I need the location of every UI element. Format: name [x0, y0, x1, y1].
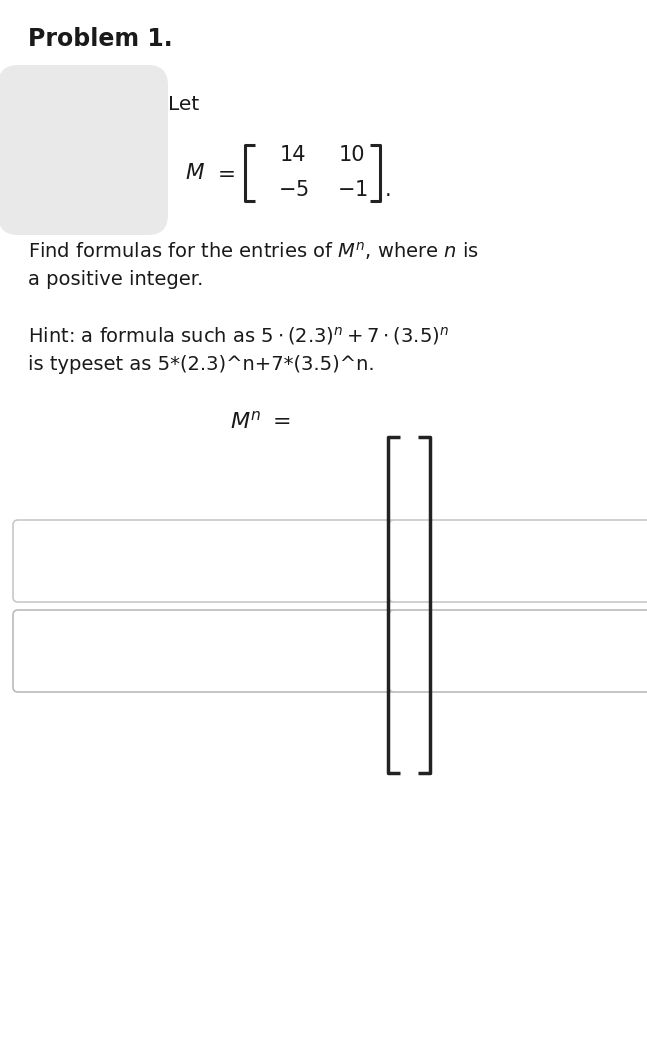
Text: $M$: $M$ — [185, 164, 205, 183]
Text: $=$: $=$ — [213, 164, 235, 183]
Text: .: . — [385, 180, 391, 200]
Text: a positive integer.: a positive integer. — [28, 270, 203, 289]
FancyBboxPatch shape — [13, 610, 395, 692]
Text: Find formulas for the entries of $M^n$, where $n$ is: Find formulas for the entries of $M^n$, … — [28, 239, 479, 262]
Text: $-1$: $-1$ — [336, 180, 367, 200]
FancyBboxPatch shape — [389, 520, 647, 602]
Text: 10: 10 — [339, 145, 366, 165]
Text: $M^n\ =$: $M^n\ =$ — [230, 410, 291, 431]
Text: Hint: a formula such as $5 \cdot (2.3)^n + 7 \cdot (3.5)^n$: Hint: a formula such as $5 \cdot (2.3)^n… — [28, 325, 449, 347]
Text: Let: Let — [168, 95, 199, 114]
Text: is typeset as 5*(2.3)^n+7*(3.5)^n.: is typeset as 5*(2.3)^n+7*(3.5)^n. — [28, 354, 375, 375]
FancyBboxPatch shape — [389, 610, 647, 692]
FancyBboxPatch shape — [0, 65, 168, 235]
FancyBboxPatch shape — [13, 520, 395, 602]
Text: Problem 1.: Problem 1. — [28, 27, 173, 51]
Text: 14: 14 — [280, 145, 306, 165]
Text: $-5$: $-5$ — [278, 180, 309, 200]
